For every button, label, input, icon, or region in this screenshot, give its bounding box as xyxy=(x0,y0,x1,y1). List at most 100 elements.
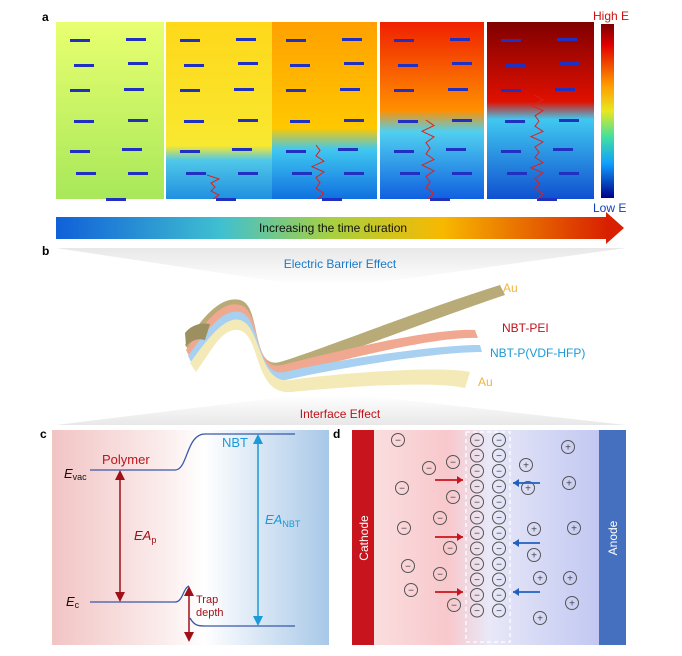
negative-charge: − xyxy=(433,511,447,525)
interface-negative-charge: − xyxy=(470,541,484,556)
filler-particle xyxy=(340,88,360,91)
cathode-side-arrow xyxy=(435,533,463,541)
ea-nbt-label: EANBT xyxy=(265,512,301,529)
interface-negative-charge: − xyxy=(492,588,506,602)
filler-particle xyxy=(559,172,579,175)
interface-negative-charge: − xyxy=(492,557,506,571)
filler-particle xyxy=(124,88,144,91)
filler-particle xyxy=(555,88,575,91)
filler-particle xyxy=(106,198,126,201)
svg-text:−: − xyxy=(405,562,411,573)
time-arrow: Increasing the time duration xyxy=(56,212,624,244)
panel-b-letter: b xyxy=(42,244,49,258)
electric-barrier-label: Electric Barrier Effect xyxy=(284,257,397,271)
filler-particle xyxy=(338,148,358,151)
svg-text:−: − xyxy=(496,451,502,462)
svg-text:+: + xyxy=(565,443,571,454)
svg-text:+: + xyxy=(569,599,575,610)
svg-text:−: − xyxy=(496,482,502,493)
svg-text:−: − xyxy=(474,591,480,602)
filler-particle xyxy=(394,89,414,92)
time-arrow-label: Increasing the time duration xyxy=(259,221,407,235)
svg-text:−: − xyxy=(474,529,480,540)
cathode-side-arrow xyxy=(435,476,463,484)
interface-negative-charge: − xyxy=(470,433,484,447)
svg-text:+: + xyxy=(523,461,529,472)
positive-charge: + xyxy=(527,522,541,536)
filler-particle xyxy=(216,198,236,201)
svg-text:−: − xyxy=(447,544,453,555)
svg-text:−: − xyxy=(408,586,414,597)
layer-au-top-label: Au xyxy=(503,281,518,295)
filler-particle xyxy=(452,172,472,175)
filler-particle xyxy=(446,148,466,151)
panel-c-letter: c xyxy=(40,427,47,441)
cathode-electrode xyxy=(352,430,374,645)
filler-particle xyxy=(398,64,418,67)
svg-text:−: − xyxy=(474,436,480,447)
negative-charge: − xyxy=(395,481,409,495)
filler-particle xyxy=(344,62,364,65)
svg-text:+: + xyxy=(537,614,543,625)
sim-panel-2 xyxy=(166,22,274,199)
colorbar-high-label: High E xyxy=(593,9,629,23)
interface-negative-charge: − xyxy=(470,510,484,525)
interface-region xyxy=(465,431,511,643)
cathode-side-arrow xyxy=(435,588,463,596)
svg-text:+: + xyxy=(567,574,573,585)
svg-text:+: + xyxy=(531,525,537,536)
filler-particle xyxy=(238,172,258,175)
svg-text:−: − xyxy=(450,458,456,469)
svg-text:−: − xyxy=(474,575,480,586)
filler-particle xyxy=(394,39,414,42)
filler-particle xyxy=(557,38,577,41)
filler-particle xyxy=(505,64,525,67)
filler-particle xyxy=(501,150,521,153)
interface-negative-charge: − xyxy=(470,572,484,587)
negative-charge: − xyxy=(433,567,447,581)
svg-text:−: − xyxy=(437,570,443,581)
interface-negative-charge: − xyxy=(470,495,484,509)
breakdown-paths xyxy=(206,94,545,200)
svg-text:+: + xyxy=(537,574,543,585)
filler-particle xyxy=(234,88,254,91)
barrier-fade-bottom xyxy=(56,395,626,425)
filler-particle xyxy=(232,148,252,151)
negative-charge: − xyxy=(401,559,415,573)
charge-flow-arrows xyxy=(435,476,540,596)
nbt-label: NBT xyxy=(222,435,248,450)
evac-label: Evac xyxy=(64,466,87,482)
interface-negative-charge: − xyxy=(470,603,484,618)
svg-text:−: − xyxy=(437,514,443,525)
interface-negative-charge: − xyxy=(470,526,484,540)
positive-charge: + xyxy=(567,521,581,535)
breakdown-path xyxy=(310,144,326,200)
filler-particle xyxy=(452,62,472,65)
svg-text:−: − xyxy=(496,606,502,617)
filler-particle xyxy=(342,38,362,41)
filler-particle xyxy=(286,89,306,92)
conduction-band-line xyxy=(90,585,190,603)
anode-side-arrow xyxy=(513,479,540,487)
ea-polymer-arrow xyxy=(115,470,125,602)
filler-particle xyxy=(238,119,258,122)
filler-particle xyxy=(286,39,306,42)
positive-charge: + xyxy=(561,440,575,454)
filler-particle xyxy=(180,39,200,42)
filler-particle xyxy=(128,172,148,175)
filler-particle xyxy=(537,198,557,201)
positive-charge: + xyxy=(565,596,579,610)
negative-charge: − xyxy=(422,461,436,475)
filler-particle xyxy=(126,38,146,41)
negative-charge: − xyxy=(391,433,405,447)
negative-charge: − xyxy=(397,521,411,535)
svg-text:−: − xyxy=(474,498,480,509)
filler-particle xyxy=(430,198,450,201)
breakdown-path xyxy=(420,119,435,200)
svg-text:+: + xyxy=(525,484,531,495)
negative-charge: − xyxy=(446,490,460,504)
svg-text:−: − xyxy=(496,591,502,602)
positive-charge: + xyxy=(563,571,577,585)
interface-negative-charge: − xyxy=(470,557,484,571)
